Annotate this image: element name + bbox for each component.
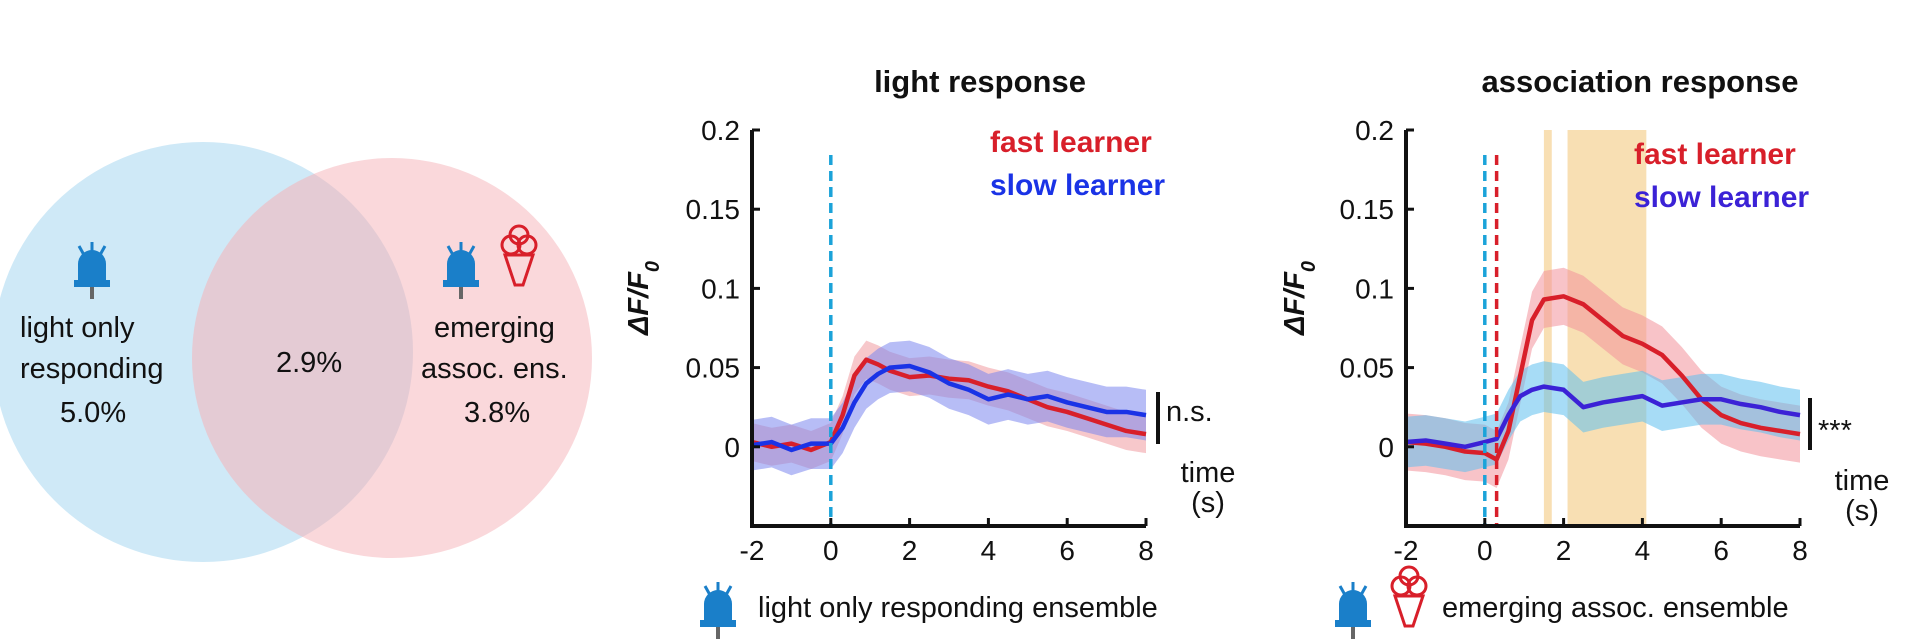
- x-tick-label: 2: [1556, 535, 1572, 566]
- legend-fast-learner: fast learner: [1634, 138, 1796, 171]
- y-tick-label: 0.15: [686, 194, 741, 225]
- significance-label: n.s.: [1166, 396, 1213, 428]
- chart-association-response: -2 0 2 4 6 8 0 0.05 0.1 0.15 0.2 ΔF/F0: [1279, 115, 1812, 566]
- chart-light-response: -2 0 2 4 6 8 0 0.05 0.1 0.15 0.2 ΔF/F0: [623, 115, 1160, 566]
- venn-left-line2: responding: [20, 353, 164, 385]
- series-line-fast: [1405, 294, 1801, 462]
- error-band-slow: [752, 340, 1146, 476]
- y-tick-label: 0.15: [1340, 194, 1395, 225]
- x-tick-label: 4: [1635, 535, 1651, 566]
- legend-fast-learner: fast learner: [990, 126, 1152, 159]
- x-tick-label: 8: [1138, 535, 1154, 566]
- error-band-fast: [752, 340, 1146, 469]
- light-bulb-icon: [443, 242, 479, 299]
- x-axis-label-line1: time: [1181, 457, 1236, 489]
- y-tick-label: 0.1: [701, 273, 740, 304]
- chart-title: light response: [874, 64, 1086, 99]
- venn-left-line1: light only: [20, 312, 135, 344]
- legend-slow-learner: slow learner: [990, 169, 1165, 202]
- x-axis-label-line2: (s): [1191, 487, 1225, 519]
- x-tick-label: 2: [902, 535, 918, 566]
- y-tick-label: 0: [1378, 432, 1394, 463]
- venn-right-line1: emerging: [434, 312, 555, 344]
- bottom-ensemble-label: emerging assoc. ensemble: [1442, 592, 1789, 624]
- x-tick-label: 4: [981, 535, 997, 566]
- y-tick-label: 0.1: [1355, 273, 1394, 304]
- x-tick-label: 6: [1059, 535, 1075, 566]
- bottom-ensemble-label: light only responding ensemble: [758, 592, 1158, 624]
- legend-slow-learner: slow learner: [1634, 181, 1809, 214]
- chart-title: association response: [1481, 64, 1798, 99]
- y-tick-label: 0.2: [701, 115, 740, 146]
- x-axis-label-line2: (s): [1845, 495, 1879, 527]
- x-tick-label: 0: [823, 535, 839, 566]
- x-tick-label: -2: [1394, 535, 1419, 566]
- x-tick-label: 8: [1792, 535, 1808, 566]
- y-tick-label: 0.05: [686, 353, 741, 384]
- y-tick-label: 0.2: [1355, 115, 1394, 146]
- x-tick-label: 0: [1477, 535, 1493, 566]
- y-axis-label: ΔF/F0: [1279, 261, 1320, 336]
- x-axis-label-line1: time: [1835, 465, 1890, 497]
- reward-cup-icon: [500, 224, 538, 287]
- significance-label: ***: [1818, 415, 1852, 447]
- light-bulb-icon: [74, 242, 110, 299]
- x-tick-label: -2: [740, 535, 765, 566]
- y-tick-label: 0.05: [1340, 353, 1395, 384]
- venn-right-circle: [192, 158, 592, 558]
- reward-cup-icon: [1390, 565, 1428, 628]
- venn-overlap-tint: [192, 158, 413, 558]
- venn-left-value: 5.0%: [60, 397, 126, 429]
- venn-overlap-value: 2.9%: [276, 347, 342, 379]
- x-tick-label: 6: [1713, 535, 1729, 566]
- light-bulb-icon: [700, 582, 736, 639]
- series-line-slow: [751, 363, 1147, 453]
- series-line-slow: [1405, 384, 1801, 450]
- venn-right-line2: assoc. ens.: [421, 353, 568, 385]
- venn-diagram: light only responding 5.0% 2.9% emerging…: [0, 142, 592, 562]
- y-tick-label: 0: [724, 432, 740, 463]
- light-bulb-icon: [1335, 582, 1371, 639]
- venn-right-value: 3.8%: [464, 397, 530, 429]
- y-axis-label: ΔF/F0: [623, 261, 664, 336]
- analysis-window-0: [1543, 130, 1552, 526]
